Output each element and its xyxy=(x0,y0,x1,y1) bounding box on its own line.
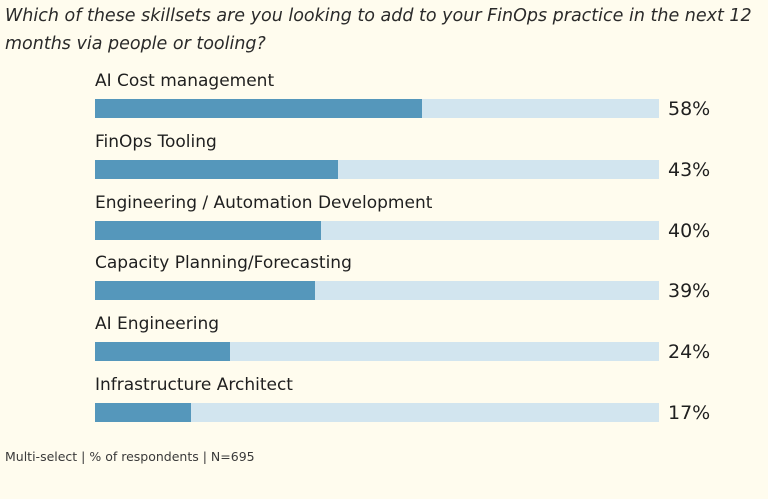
chart-question-title: Which of these skillsets are you looking… xyxy=(5,6,752,54)
bar-category-label: Capacity Planning/Forecasting xyxy=(95,253,352,274)
bar-track xyxy=(95,99,659,118)
bar-value-label: 39% xyxy=(668,280,711,303)
bar-value-label: 40% xyxy=(668,219,711,242)
bar-category-label: AI Engineering xyxy=(95,314,220,335)
bar-fill xyxy=(95,281,315,301)
bar-value-label: 24% xyxy=(668,341,711,364)
bar-row: AI Engineering 24% xyxy=(95,313,735,373)
bar-track xyxy=(95,281,659,301)
bar-value-label: 58% xyxy=(668,98,711,120)
bar-fill xyxy=(95,403,191,422)
bar-fill xyxy=(95,159,338,179)
bar-value-label: 43% xyxy=(668,158,711,181)
bar-row: Capacity Planning/Forecasting 39% xyxy=(95,252,735,312)
bar-row: FinOps Tooling 43% xyxy=(95,131,735,191)
bar-row: Engineering / Automation Development 40% xyxy=(95,192,735,252)
bar-category-label: Engineering / Automation Development xyxy=(95,192,433,213)
bar-fill xyxy=(95,220,321,240)
bar-value-label: 17% xyxy=(668,402,711,424)
chart-footnote: Multi-select | % of respondents | N=695 xyxy=(5,449,255,464)
bar-category-label: FinOps Tooling xyxy=(95,131,217,152)
bar-track xyxy=(95,220,659,240)
bar-row: AI Cost management 58% xyxy=(95,70,735,130)
bar-fill xyxy=(95,342,231,362)
bar-track xyxy=(95,159,659,179)
bar-track xyxy=(95,342,659,362)
bar-fill xyxy=(95,99,423,118)
bar-category-label: Infrastructure Architect xyxy=(95,375,293,395)
bar-track xyxy=(95,403,659,422)
bar-category-label: AI Cost management xyxy=(95,71,275,91)
bar-row: Infrastructure Architect 17% xyxy=(95,374,735,434)
